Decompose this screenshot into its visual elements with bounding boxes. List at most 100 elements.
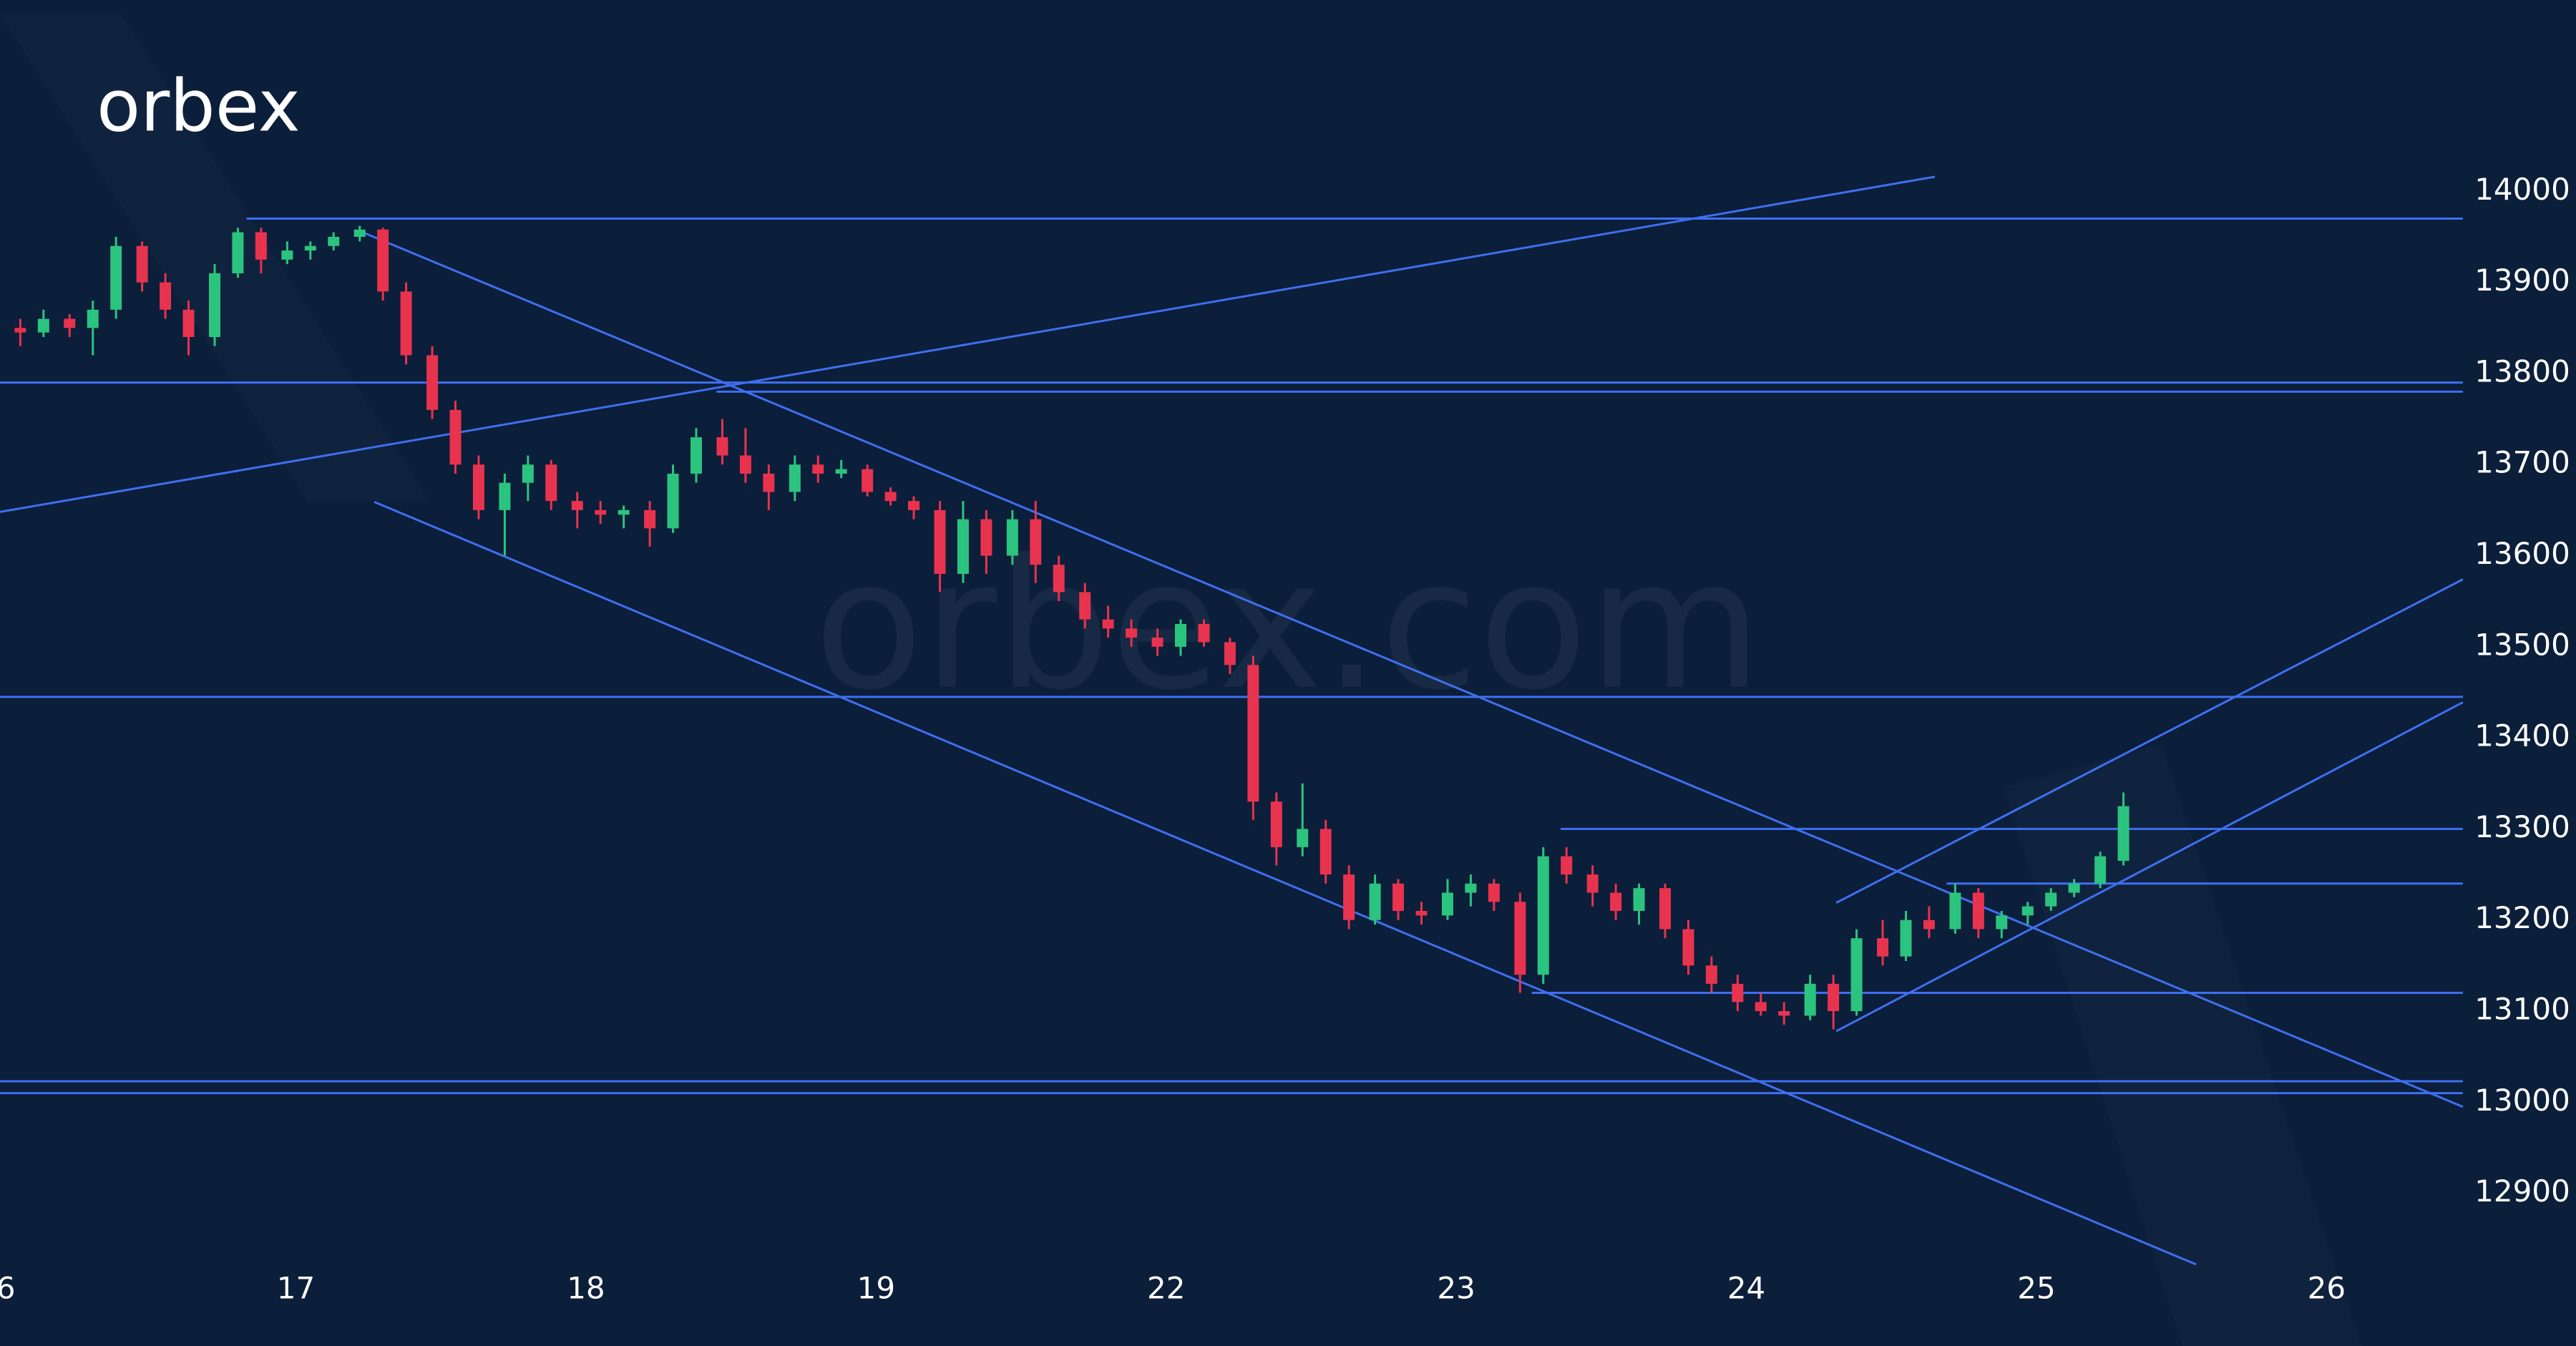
candle-body xyxy=(328,236,340,246)
trend-line xyxy=(374,501,2197,1266)
candle-body xyxy=(1828,983,1840,1012)
candle-body xyxy=(110,245,122,310)
candle-body xyxy=(1343,874,1355,920)
candle-body xyxy=(1850,938,1863,1012)
trend-line xyxy=(1835,578,2464,904)
x-tick-label: 26 xyxy=(2308,1271,2346,1306)
candle-body xyxy=(1030,519,1042,565)
x-tick-label: 17 xyxy=(277,1271,315,1306)
candle-body xyxy=(1079,592,1091,620)
candle-body xyxy=(2068,883,2080,893)
candle-body xyxy=(2094,856,2107,884)
candle-body xyxy=(1923,920,1935,930)
candle-body xyxy=(1126,628,1138,638)
candle-body xyxy=(1659,888,1672,930)
candle-body xyxy=(232,232,244,273)
candle-body xyxy=(1877,938,1889,957)
candle-body xyxy=(644,509,656,529)
y-tick-label: 13500 xyxy=(2474,627,2570,662)
candle-body xyxy=(862,469,874,492)
candle-body xyxy=(1949,892,1961,930)
candle-body xyxy=(1610,892,1622,911)
candle-body xyxy=(14,328,26,333)
candle-body xyxy=(1755,1002,1767,1012)
watermark: orbex.com xyxy=(814,521,1762,729)
candle-body xyxy=(1224,642,1236,665)
y-tick-label: 13200 xyxy=(2474,900,2570,935)
candle-body xyxy=(1053,565,1065,592)
candle-body xyxy=(1778,1011,1790,1016)
y-tick-label: 13400 xyxy=(2474,718,2570,754)
y-tick-label: 13600 xyxy=(2474,536,2570,571)
candle-body xyxy=(1392,883,1405,911)
candle-body xyxy=(571,501,583,510)
candle-body xyxy=(87,309,99,328)
candle-body xyxy=(1006,519,1018,556)
candle-body xyxy=(2117,806,2129,861)
candle-body xyxy=(1369,883,1381,920)
candle-body xyxy=(209,273,220,338)
y-tick-label: 13300 xyxy=(2474,809,2570,844)
candle-body xyxy=(1804,983,1816,1016)
candle-body xyxy=(136,245,148,283)
candle-body xyxy=(1488,883,1500,902)
candle-body xyxy=(545,464,557,502)
trend-line xyxy=(362,231,2464,1108)
candle-body xyxy=(353,229,366,237)
candle-body xyxy=(1514,902,1526,975)
y-tick-label: 13000 xyxy=(2474,1083,2570,1118)
x-tick-label: 24 xyxy=(1727,1271,1765,1306)
candle-body xyxy=(618,509,630,515)
candle-body xyxy=(1561,856,1573,875)
candle-body xyxy=(812,464,824,474)
candle-body xyxy=(667,473,679,529)
candle-body xyxy=(281,250,293,260)
candle-body xyxy=(160,282,172,310)
y-tick-label: 13800 xyxy=(2474,353,2570,389)
y-tick-label: 13700 xyxy=(2474,445,2570,480)
x-tick-label: 22 xyxy=(1147,1271,1185,1306)
candle-body xyxy=(1441,892,1453,916)
candle-body xyxy=(908,501,920,510)
candle-body xyxy=(64,318,76,328)
candle-body xyxy=(716,437,728,456)
candle-body xyxy=(1102,619,1114,629)
candle-body xyxy=(1270,801,1282,847)
candle-body xyxy=(2021,906,2034,916)
candle-body xyxy=(934,509,946,574)
candle-body xyxy=(255,232,267,260)
candle-body xyxy=(1682,929,1694,966)
trend-line xyxy=(1835,701,2464,1033)
candle-body xyxy=(1900,920,1912,957)
candle-body xyxy=(763,473,775,492)
candle-body xyxy=(1633,888,1645,911)
candle-body xyxy=(1537,856,1549,975)
candle-body xyxy=(1996,915,2008,930)
candle-body xyxy=(426,355,439,410)
candle-body xyxy=(377,229,389,292)
candle-body xyxy=(595,509,607,515)
candle-body xyxy=(400,291,412,356)
x-tick-label: 18 xyxy=(567,1271,605,1306)
y-tick-label: 13900 xyxy=(2474,263,2570,298)
x-tick-label: 23 xyxy=(1437,1271,1475,1306)
candle-body xyxy=(1972,892,1984,930)
candle-body xyxy=(2045,892,2057,907)
trend-line xyxy=(0,175,1936,513)
candle-body xyxy=(1586,874,1599,893)
candle-body xyxy=(1175,624,1186,647)
x-tick-label: 6 xyxy=(0,1271,15,1306)
x-tick-label: 25 xyxy=(2017,1271,2055,1306)
candle-body xyxy=(1732,983,1744,1003)
candle-body xyxy=(739,455,751,474)
candle-body xyxy=(499,482,511,510)
candle-body xyxy=(884,492,897,502)
x-tick-label: 19 xyxy=(857,1271,895,1306)
candle-body xyxy=(1198,624,1210,643)
candle-body xyxy=(957,519,969,574)
candle-body xyxy=(1151,638,1163,647)
candle-body xyxy=(1415,910,1428,916)
candle-body xyxy=(304,245,316,251)
y-tick-label: 14000 xyxy=(2474,172,2570,207)
